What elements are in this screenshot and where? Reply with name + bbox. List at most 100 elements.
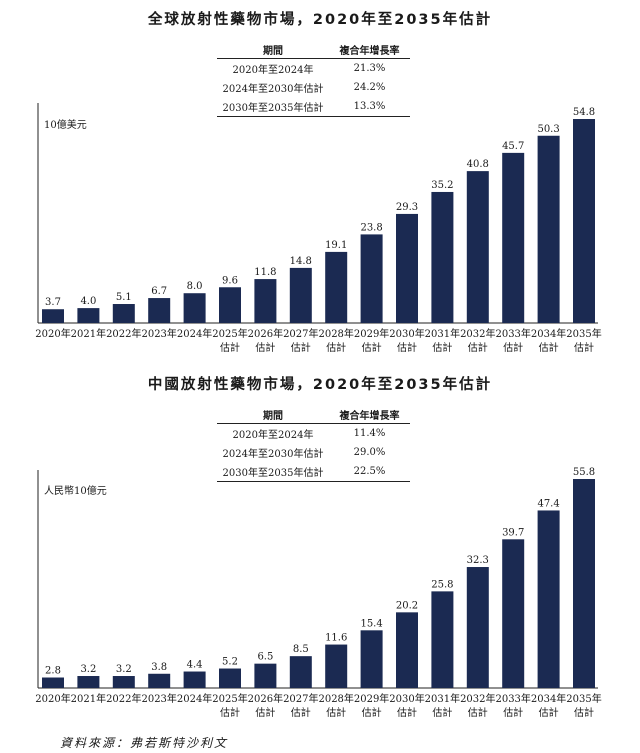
table-row: 2024年至2030年估計 24.2%	[217, 78, 410, 97]
bar-value-label: 15.4	[360, 618, 382, 629]
bar	[219, 668, 241, 688]
x-tick-sublabel: 估計	[397, 706, 417, 719]
bar	[502, 152, 525, 323]
x-tick-sublabel: 估計	[432, 341, 452, 354]
x-tick-label: 2020年	[35, 327, 70, 340]
bar-value-label: 20.2	[396, 600, 418, 611]
x-tick-label: 2034年	[531, 692, 566, 705]
table-row: 2020年至2024年 21.3%	[217, 59, 410, 79]
period-cell: 2020年至2024年	[232, 430, 314, 441]
bar	[148, 673, 171, 688]
bar-value-label: 19.1	[325, 240, 347, 251]
chart-title: 全球放射性藥物市場，2020年至2035年估計	[147, 12, 493, 28]
x-tick-sublabel: 估計	[397, 341, 417, 354]
x-tick-label: 2027年	[283, 327, 318, 340]
bar-value-label: 55.8	[573, 467, 595, 478]
x-tick-sublabel: 估計	[220, 706, 240, 719]
bar	[42, 677, 64, 688]
unit-label: 人民幣10億元	[44, 486, 107, 497]
x-tick-label: 2028年	[318, 327, 353, 340]
bar	[77, 308, 100, 323]
x-tick-sublabel: 估計	[539, 341, 559, 354]
bar-value-label: 35.2	[431, 180, 453, 191]
x-tick-sublabel: 估計	[468, 341, 488, 354]
table-row: 2030年至2035年估計 13.3%	[217, 97, 410, 117]
cagr-table: 期間 複合年增長率 2020年至2024年 11.4% 2024年至2030年估…	[217, 405, 410, 482]
unit-label: 10億美元	[44, 120, 87, 131]
bar	[325, 644, 348, 688]
x-tick-label: 2027年	[283, 692, 318, 705]
bar-value-label: 54.8	[573, 107, 595, 118]
cagr-cell: 21.3%	[353, 63, 386, 74]
bar	[396, 213, 418, 323]
bar-value-label: 3.8	[151, 662, 167, 673]
bar-plot: 3.7 2020年 4.0 2021年 5.1 2022年 6.7 2023年 8.0 2024年…	[35, 103, 602, 354]
bar-value-label: 45.7	[502, 141, 524, 152]
period-cell: 2024年至2030年估計	[222, 449, 324, 460]
source-note: 資料來源：弗若斯特沙利文	[60, 736, 229, 750]
period-cell: 2020年至2024年	[232, 65, 314, 76]
chart-title: 中國放射性藥物市場，2020年至2035年估計	[147, 377, 493, 393]
period-cell: 2024年至2030年估計	[222, 84, 324, 95]
x-tick-sublabel: 估計	[255, 706, 275, 719]
x-tick-label: 2032年	[460, 327, 495, 340]
bar-value-label: 5.2	[222, 657, 238, 668]
bar	[396, 612, 418, 688]
bar	[183, 293, 206, 323]
x-tick-sublabel: 估計	[291, 341, 311, 354]
bar	[42, 309, 64, 323]
bar	[112, 304, 135, 323]
cagr-cell: 24.2%	[353, 82, 386, 93]
bar-value-label: 11.6	[325, 633, 347, 644]
bar	[466, 567, 489, 688]
bar-value-label: 39.7	[502, 527, 524, 538]
x-tick-label: 2031年	[425, 692, 460, 705]
bar	[537, 510, 560, 688]
bar	[77, 676, 100, 688]
bar	[254, 279, 277, 323]
bar	[183, 671, 206, 688]
bar-value-label: 11.8	[254, 267, 276, 278]
bar-value-label: 5.1	[116, 292, 132, 303]
bar-value-label: 14.8	[290, 256, 312, 267]
x-tick-label: 2034年	[531, 327, 566, 340]
bar-value-label: 2.8	[45, 666, 61, 677]
bar	[289, 656, 312, 688]
bar-value-label: 8.0	[187, 281, 203, 292]
x-tick-label: 2023年	[141, 692, 176, 705]
cagr-table-header: 期間 複合年增長率	[217, 40, 410, 59]
bar-value-label: 6.7	[151, 286, 167, 297]
cagr-header: 複合年增長率	[329, 40, 410, 59]
x-tick-sublabel: 估計	[432, 706, 452, 719]
cagr-table-header: 期間 複合年增長率	[217, 405, 410, 424]
x-tick-label: 2026年	[248, 692, 283, 705]
cagr-cell: 29.0%	[353, 447, 386, 458]
x-tick-label: 2026年	[248, 327, 283, 340]
bar	[466, 171, 489, 323]
cagr-table: 期間 複合年增長率 2020年至2024年 21.3% 2024年至2030年估…	[217, 40, 410, 117]
x-tick-label: 2024年	[177, 692, 212, 705]
bar-value-label: 29.3	[396, 202, 418, 213]
x-tick-label: 2022年	[106, 327, 141, 340]
bar-value-label: 6.5	[257, 652, 273, 663]
bar	[360, 234, 383, 323]
bar	[148, 298, 171, 323]
x-tick-label: 2032年	[460, 692, 495, 705]
bar	[502, 539, 525, 688]
x-tick-label: 2035年	[566, 692, 601, 705]
table-row: 2020年至2024年 11.4%	[217, 424, 410, 444]
x-tick-sublabel: 估計	[574, 706, 594, 719]
x-tick-label: 2024年	[177, 327, 212, 340]
bar-value-label: 4.4	[187, 660, 203, 671]
bar-value-label: 32.3	[467, 555, 489, 566]
period-cell: 2030年至2035年估計	[217, 462, 329, 482]
x-tick-label: 2023年	[141, 327, 176, 340]
x-tick-label: 2021年	[71, 692, 106, 705]
x-tick-sublabel: 估計	[468, 706, 488, 719]
x-tick-sublabel: 估計	[539, 706, 559, 719]
x-tick-label: 2025年	[212, 327, 247, 340]
bar	[219, 287, 241, 323]
x-tick-label: 2025年	[212, 692, 247, 705]
bar	[254, 663, 277, 688]
x-tick-sublabel: 估計	[503, 706, 523, 719]
